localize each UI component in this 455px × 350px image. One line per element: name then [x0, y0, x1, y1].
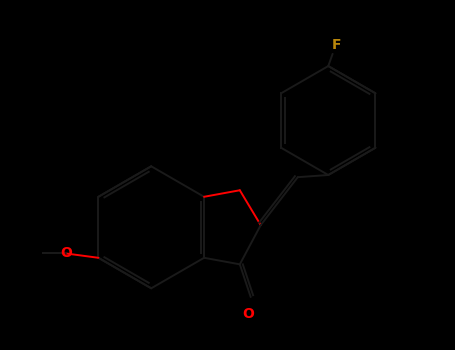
- Text: O: O: [243, 307, 254, 321]
- Text: F: F: [331, 38, 341, 52]
- Text: O: O: [60, 246, 72, 260]
